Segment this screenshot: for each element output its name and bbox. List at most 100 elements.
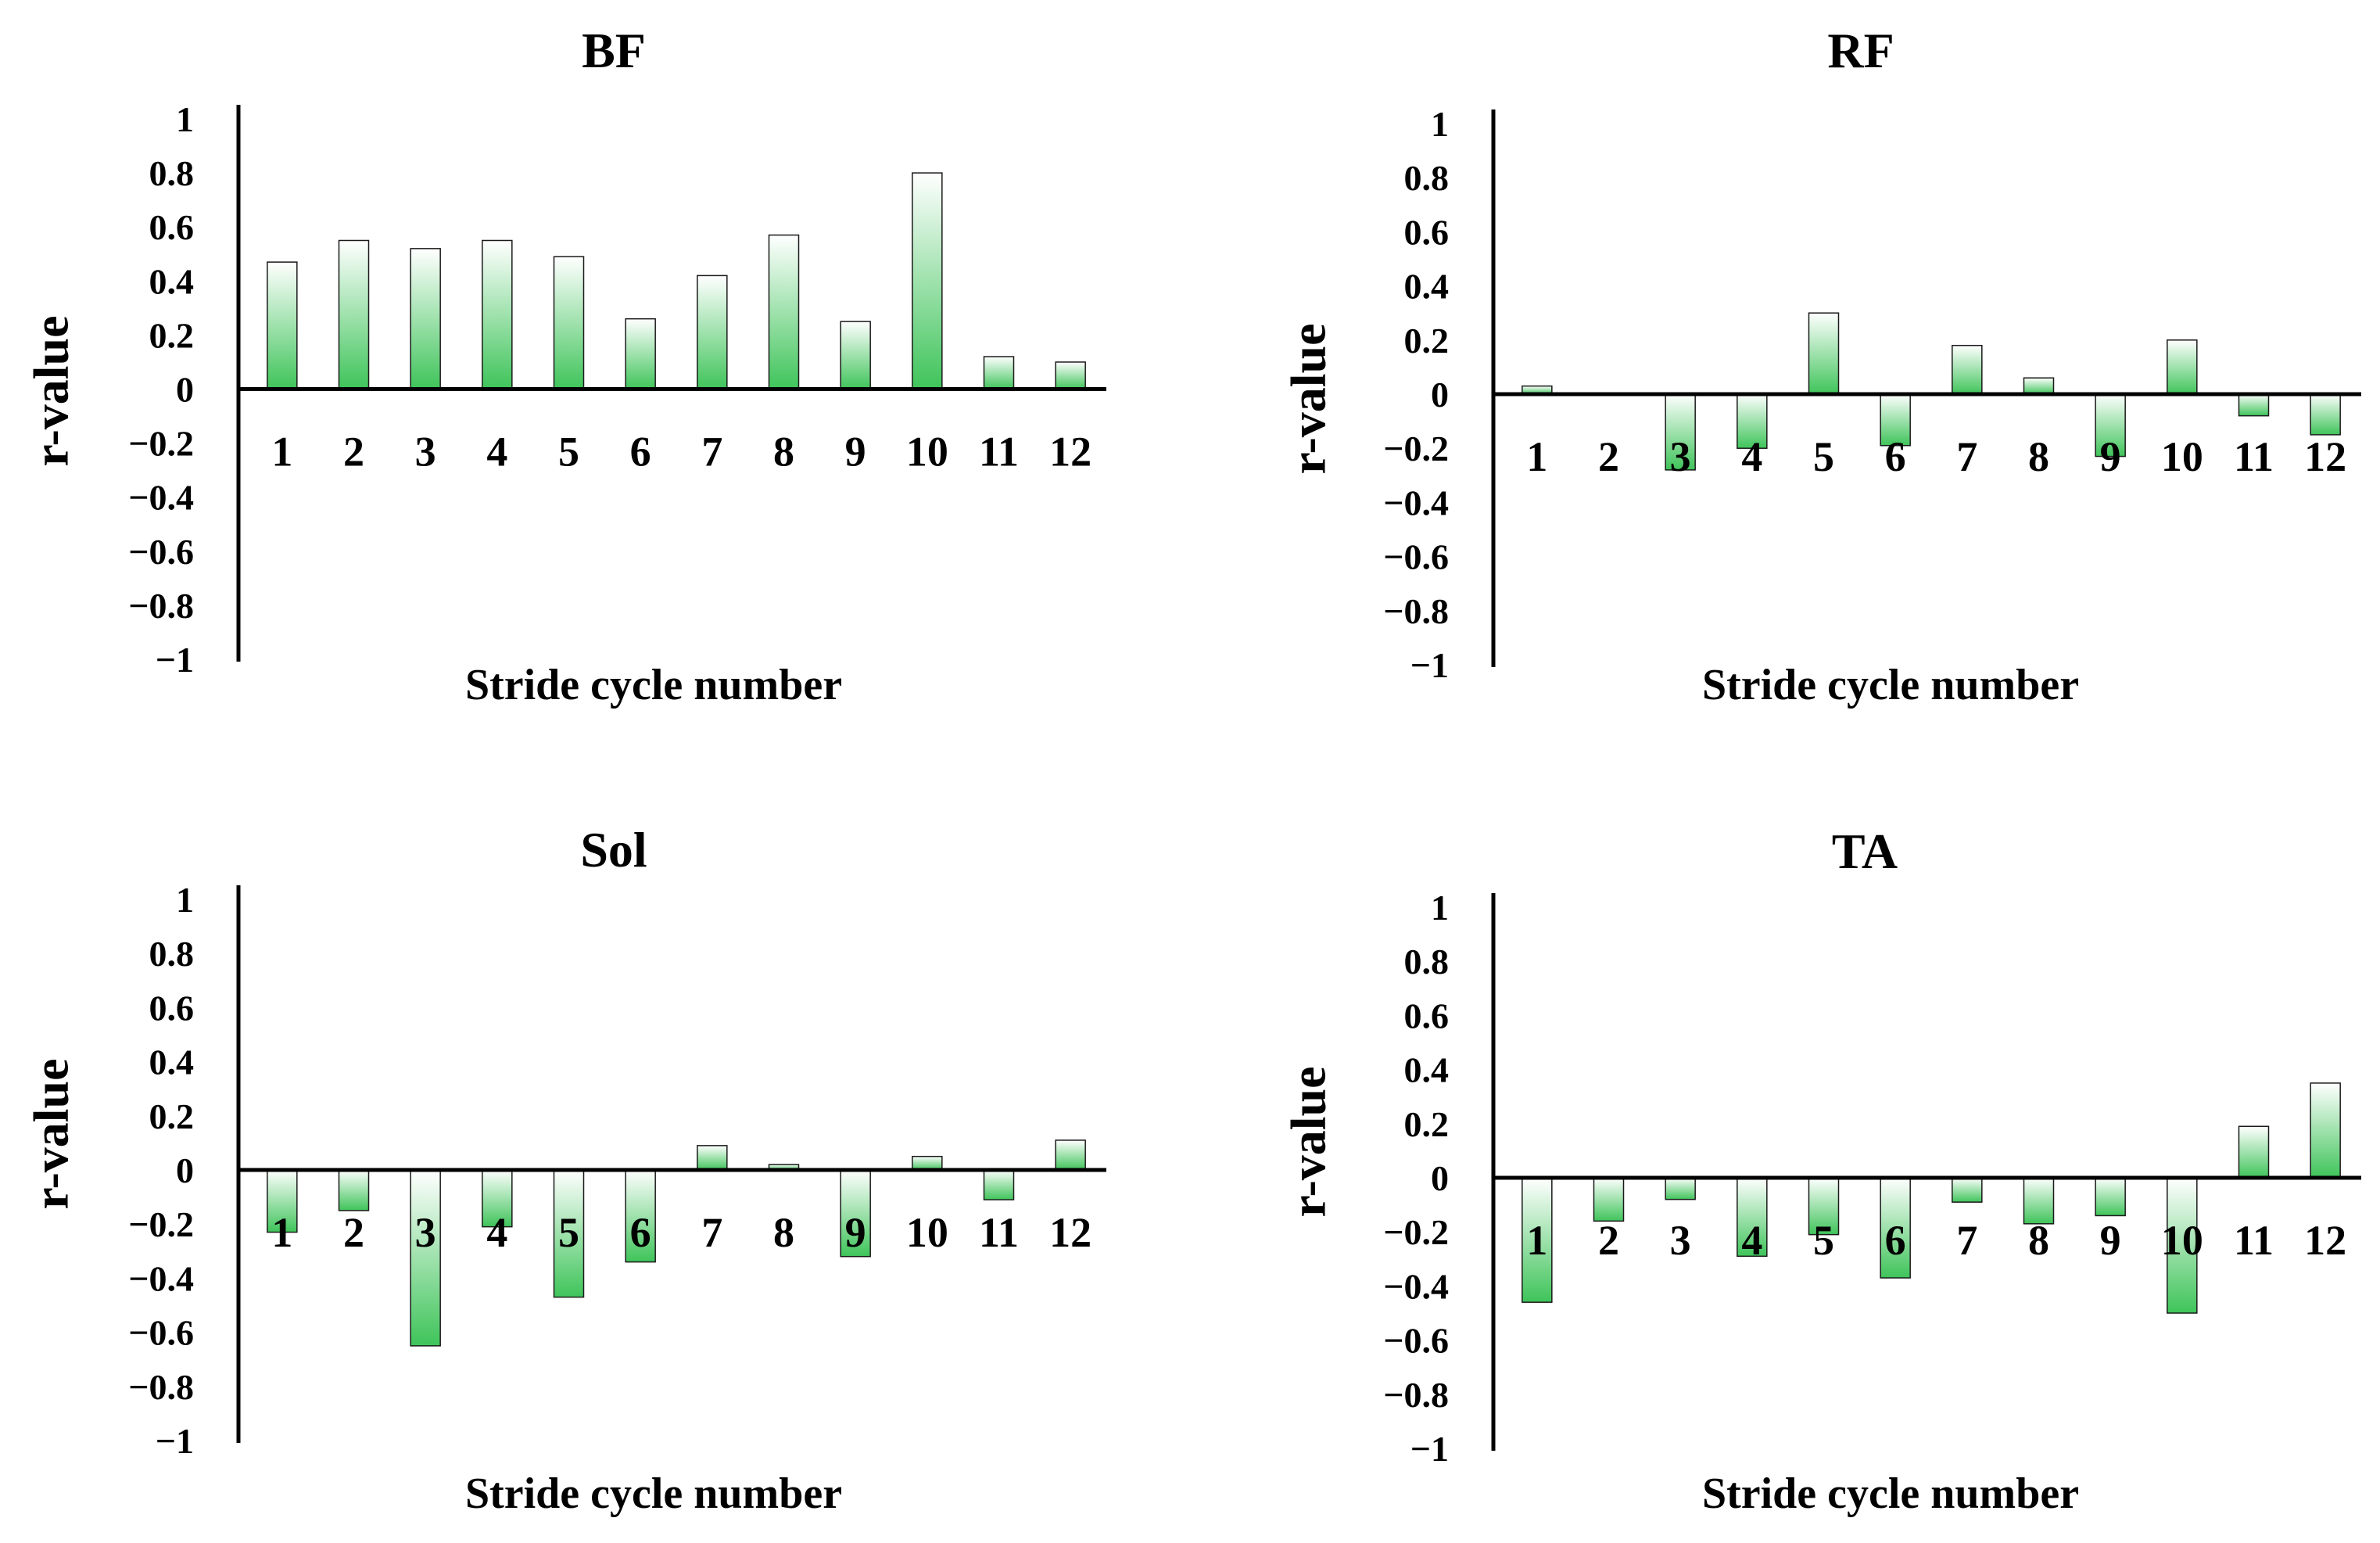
y-tick-label: 0.4 <box>1404 1050 1450 1090</box>
y-tick-label: −1 <box>156 1421 194 1461</box>
bar-rf-10 <box>2167 339 2198 395</box>
x-tick-label: 5 <box>1813 433 1834 480</box>
x-axis-label: Stride cycle number <box>465 1469 842 1518</box>
y-tick-label: −0.6 <box>1383 537 1449 577</box>
y-tick-label: 0.8 <box>149 934 195 974</box>
chart-panel-rf: RF r-value 1 0.8 0.6 0.4 0.2 0 −0.2 −0.4 −0.6 −0.8 −… <box>1281 23 2361 709</box>
bar-ta-11 <box>2238 1125 2270 1179</box>
x-tick-label: 3 <box>1670 433 1691 480</box>
x-tick-label: 2 <box>1598 433 1619 480</box>
bar-bf-5 <box>553 256 585 390</box>
y-tick-label: −1 <box>1410 645 1449 685</box>
x-tick-label: 10 <box>906 429 948 475</box>
x-tick-label: 6 <box>630 1209 651 1256</box>
y-tick-label: −1 <box>156 640 194 680</box>
chart-title: Sol <box>580 822 647 877</box>
y-tick-label: −0.4 <box>128 1258 194 1298</box>
bar-rf-4 <box>1737 393 1768 449</box>
bar-ta-8 <box>2023 1177 2055 1225</box>
x-tick-label: 1 <box>271 429 292 475</box>
bar-rf-11 <box>2238 393 2270 417</box>
bar-sol-4 <box>482 1169 513 1228</box>
y-tick-label: −0.8 <box>128 1367 194 1407</box>
x-tick-label: 11 <box>979 429 1019 475</box>
x-tick-label: 7 <box>701 429 722 475</box>
bar-ta-5 <box>1808 1177 1840 1236</box>
y-tick-label: −0.2 <box>1383 429 1449 468</box>
y-tick-label: −0.4 <box>1383 483 1449 522</box>
x-tick-label: 3 <box>415 1209 436 1256</box>
bar-ta-3 <box>1665 1177 1696 1200</box>
y-tick-label: 0.2 <box>1404 321 1450 361</box>
y-tick-label: 0 <box>176 370 194 410</box>
bar-bf-2 <box>338 239 370 390</box>
bar-ta-12 <box>2310 1082 2341 1179</box>
x-tick-label: 8 <box>773 1209 794 1256</box>
x-tick-label: 4 <box>486 1209 507 1256</box>
y-tick-label: −0.6 <box>1383 1321 1449 1361</box>
bar-sol-7 <box>697 1145 728 1171</box>
x-tick-label: 2 <box>343 429 364 475</box>
bar-bf-11 <box>983 356 1015 390</box>
bar-rf-5 <box>1808 312 1840 395</box>
y-tick-label: 0 <box>176 1150 194 1190</box>
x-axis-label: Stride cycle number <box>465 661 842 709</box>
y-tick-label: 0.6 <box>149 207 195 247</box>
y-tick-label: −0.4 <box>1383 1266 1449 1306</box>
x-tick-label: 5 <box>1813 1217 1834 1264</box>
y-tick-label: 0.6 <box>1404 212 1450 252</box>
x-tick-label: 6 <box>1885 433 1906 480</box>
x-tick-label: 7 <box>1956 433 1977 480</box>
x-tick-label: 2 <box>1598 1217 1619 1264</box>
y-tick-label: −0.8 <box>1383 1375 1449 1415</box>
x-tick-label: 11 <box>2234 1217 2274 1264</box>
y-tick-label: 1 <box>176 99 194 139</box>
bar-bf-9 <box>840 321 871 390</box>
x-tick-label: 8 <box>2028 433 2049 480</box>
y-tick-label: −0.6 <box>128 532 194 572</box>
y-tick-label: 0.2 <box>149 1096 195 1136</box>
y-tick-label: −0.8 <box>128 586 194 626</box>
y-axis-label: r-value <box>1281 1066 1336 1217</box>
x-tick-label: 9 <box>845 429 866 475</box>
x-tick-label: 12 <box>2304 433 2346 480</box>
x-tick-label: 7 <box>1956 1217 1977 1264</box>
chart-title: TA <box>1832 824 1898 879</box>
bar-rf-7 <box>1952 344 1983 395</box>
bar-rf-3 <box>1665 393 1696 471</box>
x-tick-label: 7 <box>701 1209 722 1256</box>
x-tick-label: 10 <box>2161 1217 2203 1264</box>
bar-ta-10 <box>2167 1177 2198 1314</box>
x-axis-label: Stride cycle number <box>1702 1469 2079 1518</box>
bar-sol-11 <box>983 1169 1015 1200</box>
bar-sol-10 <box>912 1155 943 1171</box>
x-tick-label: 11 <box>2234 433 2274 480</box>
x-tick-label: 5 <box>558 429 579 475</box>
chart-panel-ta: TA r-value 1 0.8 0.6 0.4 0.2 0 −0.2 −0.4 −0.6 −0.8 −… <box>1281 824 2361 1518</box>
bar-ta-4 <box>1737 1177 1768 1258</box>
y-tick-label: −1 <box>1410 1429 1449 1469</box>
bar-bf-6 <box>625 318 656 390</box>
y-tick-label: 1 <box>1431 104 1449 144</box>
y-tick-label: −0.6 <box>128 1313 194 1353</box>
y-axis-label: r-value <box>1281 323 1336 474</box>
bar-rf-9 <box>2095 393 2126 458</box>
x-tick-label: 12 <box>2304 1217 2346 1264</box>
x-tick-label: 3 <box>415 429 436 475</box>
bar-bf-4 <box>482 239 513 390</box>
y-tick-label: −0.2 <box>1383 1212 1449 1252</box>
bar-bf-3 <box>410 248 441 390</box>
y-tick-label: −0.2 <box>128 1204 194 1244</box>
x-tick-label: 1 <box>271 1209 292 1256</box>
bar-ta-9 <box>2095 1177 2126 1217</box>
x-tick-label: 4 <box>486 429 507 475</box>
y-tick-label: −0.2 <box>128 424 194 464</box>
bar-bf-1 <box>267 261 298 390</box>
bar-bf-10 <box>912 172 943 390</box>
y-tick-label: 0.4 <box>149 1042 195 1082</box>
y-tick-label: 0.6 <box>149 988 195 1028</box>
y-tick-label: 0.8 <box>1404 942 1450 981</box>
bar-sol-1 <box>267 1169 298 1233</box>
bar-rf-8 <box>2023 377 2055 395</box>
